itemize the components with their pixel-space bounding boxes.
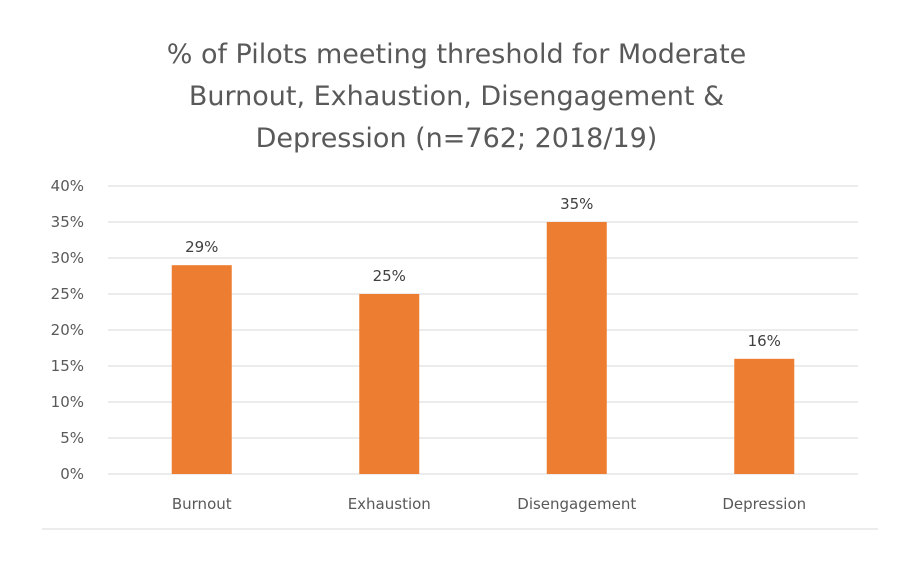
y-tick-label: 25%: [51, 285, 84, 303]
x-category-label: Exhaustion: [348, 495, 431, 513]
y-tick-label: 40%: [51, 177, 84, 195]
chart-title-line-3: Depression (n=762; 2018/19): [255, 123, 658, 154]
chart-title-line-2: Burnout, Exhaustion, Disengagement &: [188, 81, 725, 112]
data-label: 16%: [748, 332, 781, 350]
x-category-label: Burnout: [172, 495, 232, 513]
x-category-label: Depression: [722, 495, 806, 513]
chart-title-line-1: % of Pilots meeting threshold for Modera…: [166, 39, 747, 70]
data-label: 35%: [560, 195, 593, 213]
data-label: 25%: [373, 267, 406, 285]
bar-burnout: [171, 265, 232, 474]
y-tick-label: 0%: [60, 465, 84, 483]
bar-depression: [734, 358, 795, 474]
y-tick-label: 30%: [51, 249, 84, 267]
y-tick-label: 15%: [51, 357, 84, 375]
data-label: 29%: [185, 238, 218, 256]
y-tick-label: 35%: [51, 213, 84, 231]
chart-title: % of Pilots meeting threshold for Modera…: [0, 34, 913, 160]
bar-disengagement: [546, 222, 607, 474]
y-tick-label: 10%: [51, 393, 84, 411]
y-tick-label: 5%: [60, 429, 84, 447]
bar-exhaustion: [359, 294, 420, 474]
x-category-label: Disengagement: [517, 495, 636, 513]
y-tick-label: 20%: [51, 321, 84, 339]
